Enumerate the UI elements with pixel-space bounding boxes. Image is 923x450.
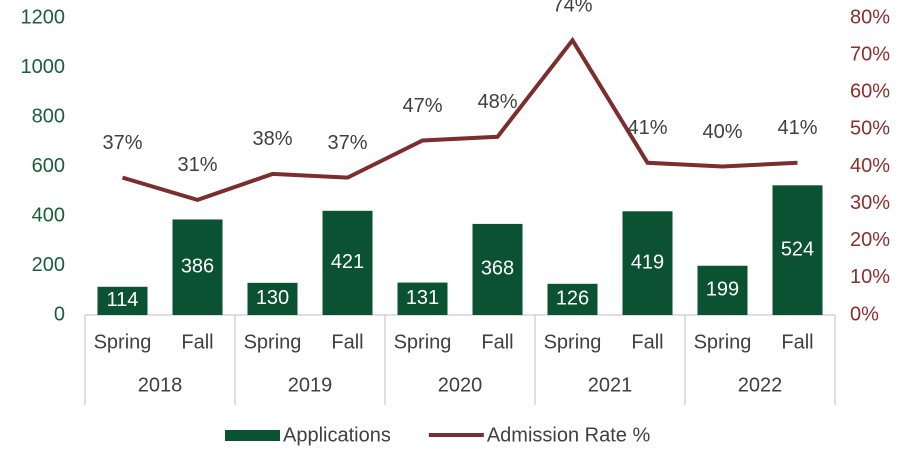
line-value-label: 37% (102, 132, 142, 154)
x-tick-label: Fall (631, 331, 663, 353)
bar (172, 219, 223, 315)
x-tick-label: Spring (94, 331, 152, 353)
legend-label: Applications (283, 424, 391, 446)
x-tick-label: Fall (781, 331, 813, 353)
bar (247, 282, 298, 315)
bar-value-label: 131 (406, 287, 439, 309)
y2-tick-label: 0% (850, 303, 879, 325)
bar-value-label: 130 (256, 287, 289, 309)
x-tick-label: Spring (394, 331, 452, 353)
bar-value-label: 421 (331, 251, 364, 273)
bar (547, 283, 598, 315)
bar (622, 211, 673, 315)
y-tick-label: 600 (32, 155, 65, 177)
y-tick-label: 400 (32, 204, 65, 226)
y-tick-label: 0 (54, 303, 65, 325)
line-value-label: 37% (327, 132, 367, 154)
y2-tick-label: 60% (850, 81, 890, 103)
bar (772, 185, 823, 315)
legend-swatch (225, 430, 280, 441)
bar (97, 286, 148, 315)
legend-label: Admission Rate % (487, 424, 651, 446)
line-value-label: 48% (477, 91, 517, 113)
line-value-label: 31% (177, 154, 217, 176)
group-label: 2019 (288, 374, 333, 396)
bar-value-label: 524 (781, 238, 814, 260)
group-label: 2020 (438, 374, 483, 396)
line-value-label: 41% (627, 117, 667, 139)
y-tick-label: 200 (32, 254, 65, 276)
y-tick-label: 1200 (21, 6, 66, 28)
line-value-label: 40% (702, 121, 742, 143)
group-label: 2018 (138, 374, 183, 396)
line (121, 36, 798, 203)
x-tick-label: Spring (544, 331, 602, 353)
y2-tick-label: 50% (850, 118, 890, 140)
y2-tick-label: 40% (850, 155, 890, 177)
y2-tick-label: 70% (850, 43, 890, 65)
bar-value-label: 126 (556, 288, 589, 310)
y-tick-label: 1000 (21, 56, 66, 78)
y2-tick-label: 30% (850, 192, 890, 214)
x-tick-label: Fall (331, 331, 363, 353)
line-value-label: 41% (777, 117, 817, 139)
bar-value-label: 386 (181, 256, 214, 278)
bar (697, 265, 748, 315)
line-value-label: 38% (252, 128, 292, 150)
y2-tick-label: 20% (850, 229, 890, 251)
x-tick-label: Spring (694, 331, 752, 353)
x-tick-label: Spring (244, 331, 302, 353)
line-value-label: 47% (402, 95, 442, 117)
group-label: 2021 (588, 374, 633, 396)
bar (322, 210, 373, 315)
y2-tick-label: 10% (850, 266, 890, 288)
x-tick-label: Fall (481, 331, 513, 353)
bar (397, 282, 448, 315)
bar-value-label: 368 (481, 258, 514, 280)
bar (472, 223, 523, 315)
y-tick-label: 800 (32, 105, 65, 127)
bar-value-label: 419 (631, 251, 664, 273)
bar-value-label: 114 (107, 289, 139, 311)
group-label: 2022 (738, 374, 783, 396)
bar-value-label: 199 (706, 279, 739, 301)
y2-tick-label: 80% (850, 6, 890, 28)
line-value-label: 74% (552, 0, 592, 17)
x-tick-label: Fall (181, 331, 213, 353)
